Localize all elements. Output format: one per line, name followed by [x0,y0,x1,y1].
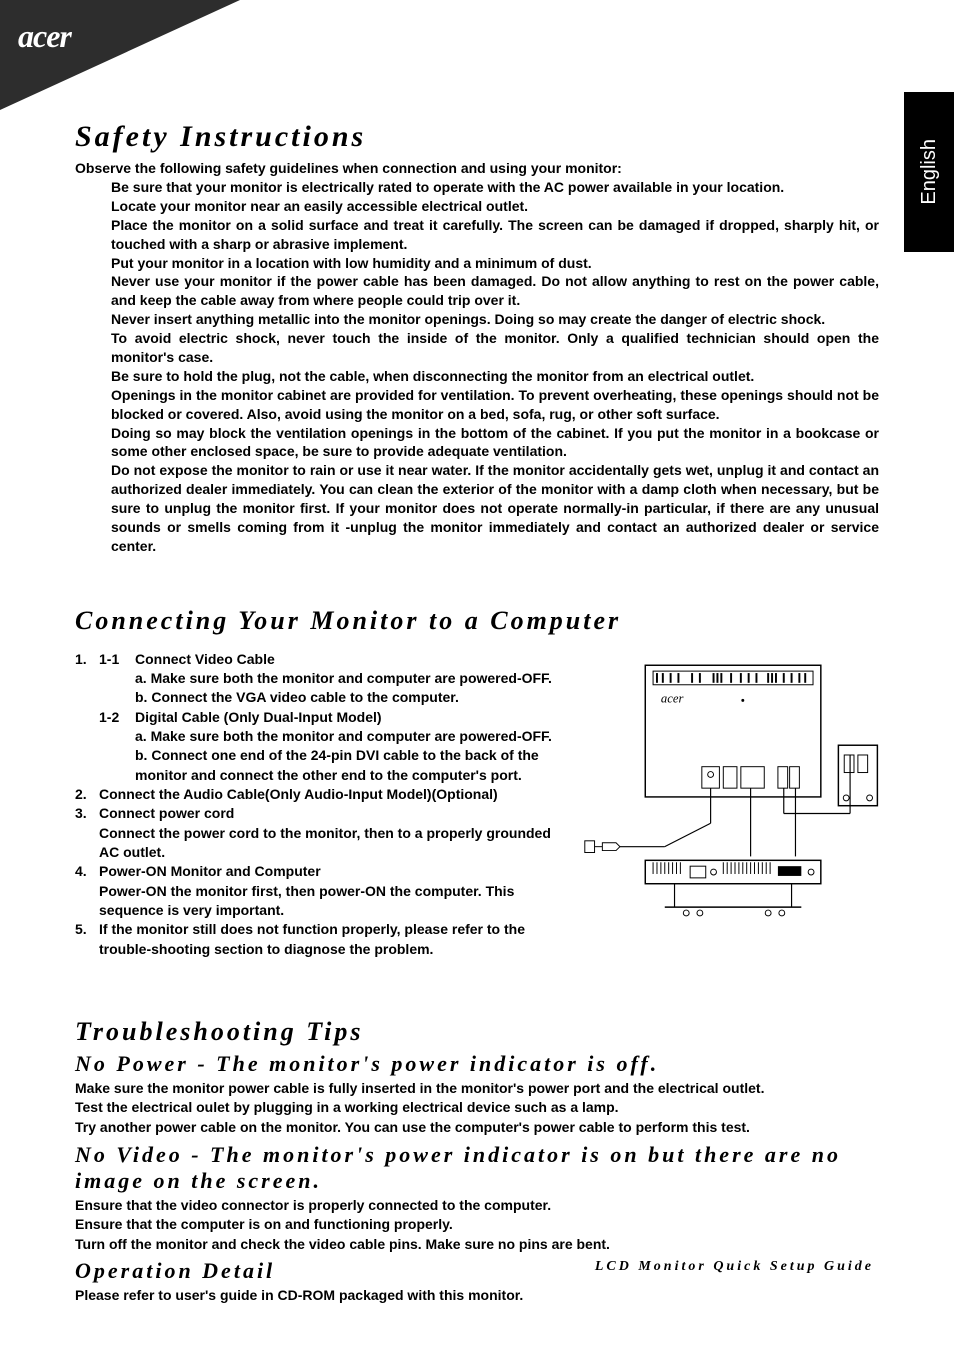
safety-intro: Observe the following safety guidelines … [75,160,879,176]
troubleshooting-heading: Troubleshooting Tips [75,1017,879,1047]
safety-bullets: Be sure that your monitor is electricall… [111,178,879,556]
step-5: 5. If the monitor still does not functio… [75,920,563,959]
acer-logo: acer [18,18,71,55]
safety-bullet: To avoid electric shock, never touch the… [111,329,879,367]
step-1: 1. 1-1 Connect Video Cable [75,650,563,669]
step-1-2a: a. Make sure both the monitor and comput… [135,727,563,746]
step-1-1a: a. Make sure both the monitor and comput… [135,669,563,688]
safety-heading: Safety Instructions [75,120,879,154]
step-1-2b: b. Connect one end of the 24-pin DVI cab… [135,746,563,785]
language-tab: English [904,92,954,252]
step-1-1b: b. Connect the VGA video cable to the co… [135,688,563,707]
header-triangle [0,0,240,110]
step-2: 2. Connect the Audio Cable(Only Audio-In… [75,785,563,804]
step-3-body: Connect the power cord to the monitor, t… [99,824,563,863]
safety-bullet: Put your monitor in a location with low … [111,254,879,273]
ts-line: Make sure the monitor power cable is ful… [75,1079,879,1099]
ts-line: Try another power cable on the monitor. … [75,1118,879,1138]
connection-diagram: acer [577,654,879,934]
step-1-2: 1-2 Digital Cable (Only Dual-Input Model… [75,708,563,727]
step-4-body: Power-ON the monitor first, then power-O… [99,882,563,921]
safety-bullet: Be sure to hold the plug, not the cable,… [111,367,879,386]
ts-line: Ensure that the computer is on and funct… [75,1215,879,1235]
safety-bullet: Be sure that your monitor is electricall… [111,178,879,197]
safety-bullet: Place the monitor on a solid surface and… [111,216,879,254]
safety-bullet: Locate your monitor near an easily acces… [111,197,879,216]
safety-bullet: Never insert anything metallic into the … [111,310,879,329]
opdetail-body: Please refer to user's guide in CD-ROM p… [75,1286,879,1306]
svg-text:acer: acer [661,691,684,705]
ts-line: Ensure that the video connector is prope… [75,1196,879,1216]
safety-bullet: Do not expose the monitor to rain or use… [111,461,879,555]
nopower-heading: No Power - The monitor's power indicator… [75,1051,879,1077]
ts-line: Turn off the monitor and check the video… [75,1235,879,1255]
novideo-heading: No Video - The monitor's power indicator… [75,1142,879,1194]
safety-bullet: Doing so may block the ventilation openi… [111,424,879,462]
step-4: 4. Power-ON Monitor and Computer [75,862,563,881]
connect-wrap: 1. 1-1 Connect Video Cable a. Make sure … [75,650,879,959]
ts-line: Please refer to user's guide in CD-ROM p… [75,1286,879,1306]
novideo-body: Ensure that the video connector is prope… [75,1196,879,1255]
connect-list: 1. 1-1 Connect Video Cable a. Make sure … [75,650,563,959]
footer: LCD Monitor Quick Setup Guide [595,1259,874,1275]
language-label: English [918,139,941,205]
ts-line: Test the electrical oulet by plugging in… [75,1098,879,1118]
page-content: Safety Instructions Observe the followin… [75,120,879,1306]
step-3: 3. Connect power cord [75,804,563,823]
connect-heading: Connecting Your Monitor to a Computer [75,606,879,636]
safety-bullet: Never use your monitor if the power cabl… [111,272,879,310]
safety-bullet: Openings in the monitor cabinet are prov… [111,386,879,424]
nopower-body: Make sure the monitor power cable is ful… [75,1079,879,1138]
